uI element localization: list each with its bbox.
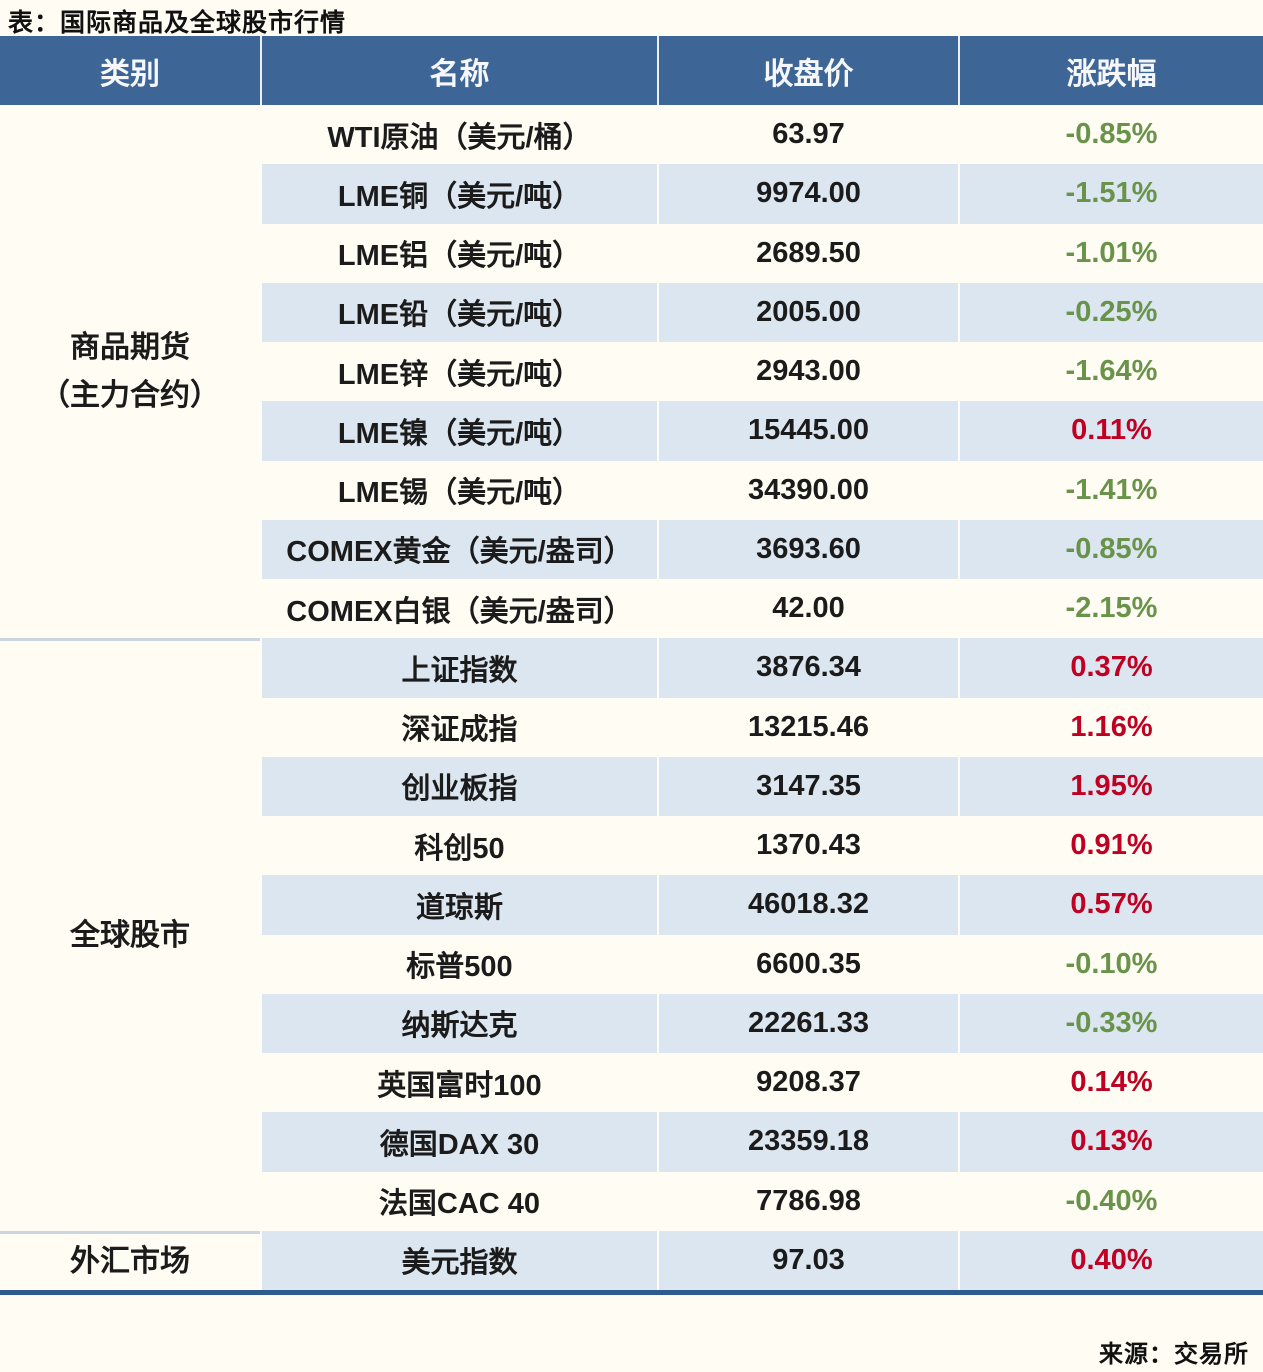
close-cell: 2943.00 [657,342,958,402]
name-cell: 深证成指 [260,697,657,757]
table-row: 科创50 1370.43 0.91% [260,816,1263,876]
change-cell: 0.40% [958,1230,1263,1290]
table-row: LME镍（美元/吨） 15445.00 0.11% [260,401,1263,461]
change-cell: -1.41% [958,460,1263,520]
name-cell: 科创50 [260,816,657,876]
close-cell: 1370.43 [657,816,958,876]
close-cell: 97.03 [657,1230,958,1290]
table-row: COMEX白银（美元/盎司） 42.00 -2.15% [260,579,1263,639]
change-cell: -1.64% [958,342,1263,402]
change-cell: -0.25% [958,282,1263,342]
name-cell: 上证指数 [260,638,657,698]
close-cell: 23359.18 [657,1112,958,1172]
table-row: LME铜（美元/吨） 9974.00 -1.51% [260,164,1263,224]
close-cell: 6600.35 [657,934,958,994]
change-cell: -0.40% [958,1171,1263,1231]
close-cell: 3876.34 [657,638,958,698]
change-cell: 0.11% [958,401,1263,461]
table-header-row: 类别 名称 收盘价 涨跌幅 [0,36,1263,105]
category-global-stocks: 全球股市 [0,638,260,1231]
table-row: LME锡（美元/吨） 34390.00 -1.41% [260,460,1263,520]
name-cell: 美元指数 [260,1230,657,1290]
name-cell: LME镍（美元/吨） [260,401,657,461]
table-row: 德国DAX 30 23359.18 0.13% [260,1112,1263,1172]
close-cell: 63.97 [657,105,958,165]
category-line: 商品期货 [70,330,190,364]
close-cell: 9208.37 [657,1053,958,1113]
name-cell: LME铜（美元/吨） [260,164,657,224]
table-row: COMEX黄金（美元/盎司） 3693.60 -0.85% [260,519,1263,579]
name-cell: LME铝（美元/吨） [260,223,657,283]
name-cell: 标普500 [260,934,657,994]
table-body: 商品期货 （主力合约） 全球股市 外汇市场 WTI原油（美元/桶） 63.97 … [0,105,1263,1290]
name-cell: WTI原油（美元/桶） [260,105,657,165]
table-row: LME锌（美元/吨） 2943.00 -1.64% [260,342,1263,402]
table-row: 标普500 6600.35 -0.10% [260,934,1263,994]
name-cell: COMEX白银（美元/盎司） [260,579,657,639]
header-category: 类别 [100,57,160,91]
header-name: 名称 [260,36,657,105]
table-row: LME铝（美元/吨） 2689.50 -1.01% [260,223,1263,283]
close-cell: 2005.00 [657,282,958,342]
table-row: 道琼斯 46018.32 0.57% [260,875,1263,935]
change-cell: -1.51% [958,164,1263,224]
close-cell: 9974.00 [657,164,958,224]
close-cell: 3693.60 [657,519,958,579]
table-row: 创业板指 3147.35 1.95% [260,756,1263,816]
close-cell: 13215.46 [657,697,958,757]
market-table: 类别 名称 收盘价 涨跌幅 商品期货 （主力合约） 全球股市 外汇市场 WTI原… [0,36,1263,1295]
header-close: 收盘价 [657,36,958,105]
data-rows: WTI原油（美元/桶） 63.97 -0.85% LME铜（美元/吨） 9974… [260,105,1263,1290]
name-cell: LME铅（美元/吨） [260,282,657,342]
close-cell: 3147.35 [657,756,958,816]
table-row: 纳斯达克 22261.33 -0.33% [260,993,1263,1053]
change-cell: -0.85% [958,105,1263,165]
close-cell: 7786.98 [657,1171,958,1231]
category-column: 商品期货 （主力合约） 全球股市 外汇市场 [0,105,260,1290]
name-cell: LME锌（美元/吨） [260,342,657,402]
change-cell: -0.85% [958,519,1263,579]
change-cell: 0.57% [958,875,1263,935]
name-cell: COMEX黄金（美元/盎司） [260,519,657,579]
table-row: 美元指数 97.03 0.40% [260,1230,1263,1290]
name-cell: 纳斯达克 [260,993,657,1053]
table-row: 法国CAC 40 7786.98 -0.40% [260,1171,1263,1231]
name-cell: 英国富时100 [260,1053,657,1113]
close-cell: 2689.50 [657,223,958,283]
change-cell: 1.16% [958,697,1263,757]
change-cell: 0.14% [958,1053,1263,1113]
name-cell: 德国DAX 30 [260,1112,657,1172]
source-note: 来源：交易所 [1099,1341,1249,1368]
change-cell: -0.33% [958,993,1263,1053]
table-row: 深证成指 13215.46 1.16% [260,697,1263,757]
table-row: LME铅（美元/吨） 2005.00 -0.25% [260,282,1263,342]
table-row: 英国富时100 9208.37 0.14% [260,1053,1263,1113]
close-cell: 15445.00 [657,401,958,461]
change-cell: 0.13% [958,1112,1263,1172]
change-cell: -1.01% [958,223,1263,283]
category-commodity-futures: 商品期货 （主力合约） [0,105,260,639]
category-forex-market: 外汇市场 [0,1230,260,1290]
change-cell: 1.95% [958,756,1263,816]
header-change: 涨跌幅 [958,36,1263,105]
close-cell: 46018.32 [657,875,958,935]
close-cell: 34390.00 [657,460,958,520]
table-row: 上证指数 3876.34 0.37% [260,638,1263,698]
name-cell: LME锡（美元/吨） [260,460,657,520]
change-cell: 0.37% [958,638,1263,698]
change-cell: 0.91% [958,816,1263,876]
change-cell: -0.10% [958,934,1263,994]
table-title: 表：国际商品及全球股市行情 [8,9,347,37]
category-line: （主力合约） [40,378,220,412]
close-cell: 22261.33 [657,993,958,1053]
change-cell: -2.15% [958,579,1263,639]
name-cell: 法国CAC 40 [260,1171,657,1231]
table-row: WTI原油（美元/桶） 63.97 -0.85% [260,105,1263,165]
name-cell: 创业板指 [260,756,657,816]
close-cell: 42.00 [657,579,958,639]
name-cell: 道琼斯 [260,875,657,935]
